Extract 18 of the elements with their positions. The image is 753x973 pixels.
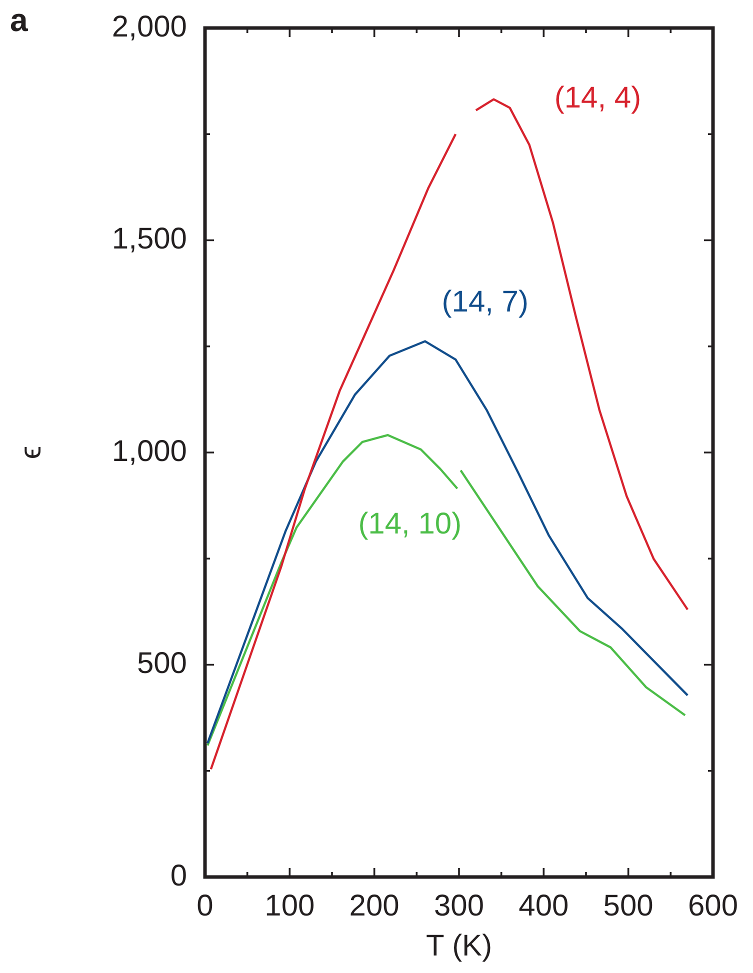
y-tick-label: 1,000 — [112, 434, 187, 468]
x-tick-label: 500 — [603, 889, 654, 922]
text: a — [10, 2, 28, 38]
series-label: (14, 7) — [442, 286, 528, 319]
x-tick-label: 600 — [688, 889, 738, 922]
x-axis-title: T (K) — [426, 929, 492, 962]
y-tick-label: 500 — [136, 647, 187, 680]
y-axis-title: ϵ — [14, 446, 48, 460]
y-tick-label: 1,500 — [112, 222, 187, 256]
x-tick-label: 100 — [264, 889, 315, 922]
y-tick-label: 0 — [170, 859, 187, 892]
x-tick-label: 0 — [196, 889, 214, 922]
series-label: (14, 4) — [554, 82, 642, 115]
y-tick-label: 2,000 — [112, 10, 187, 44]
x-tick-label: 400 — [518, 889, 569, 922]
x-tick-label: 300 — [434, 889, 484, 922]
x-tick-label: 200 — [349, 889, 400, 922]
series-label: (14, 10) — [358, 507, 462, 540]
